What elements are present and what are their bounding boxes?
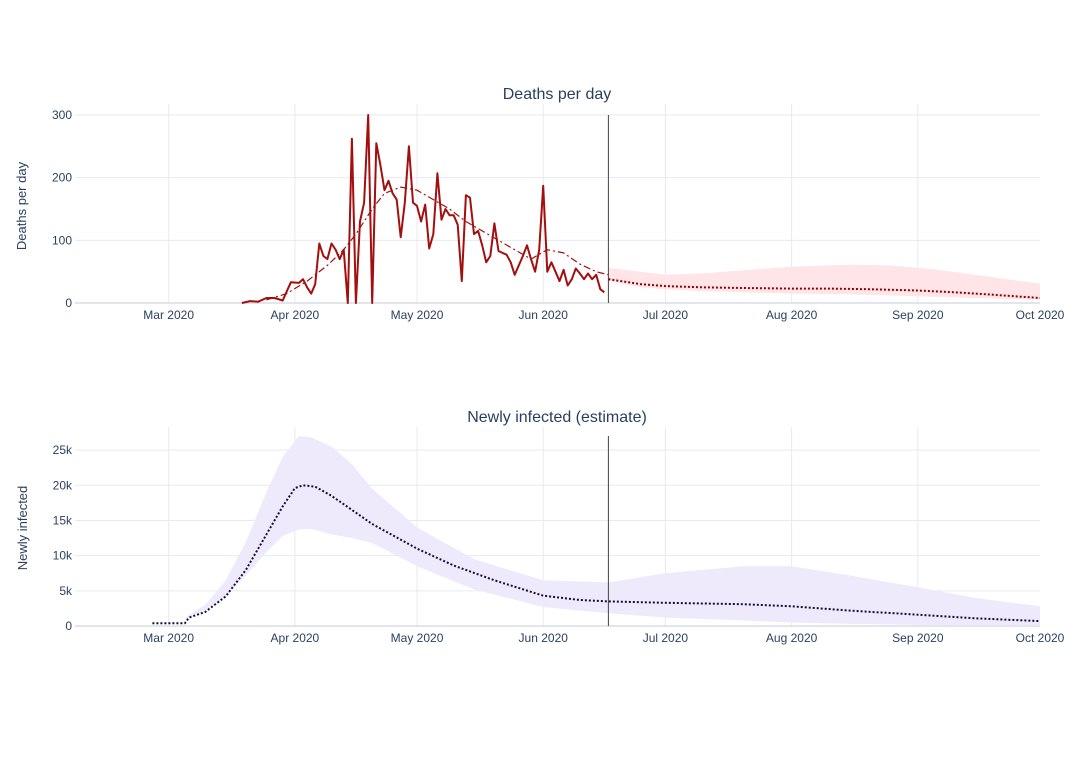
x-tick-label: Mar 2020 [143, 631, 194, 645]
x-tick-label: Aug 2020 [766, 631, 818, 645]
y-axis-title-deaths: Deaths per day [14, 161, 29, 250]
y-tick-label: 10k [53, 549, 73, 563]
ticks-deaths: Mar 2020 Apr 2020 May 2020 Jun 2020 Jul 2020… [52, 108, 1065, 322]
x-tick-label: Aug 2020 [766, 308, 818, 322]
deaths-trend-line [266, 186, 609, 301]
band-infected [184, 436, 1040, 626]
daily-deaths-line [241, 114, 605, 304]
deaths-forecast-line [608, 278, 1041, 299]
y-tick-label: 5k [59, 584, 73, 598]
grid-deaths [75, 104, 1040, 304]
x-tick-label: Jun 2020 [519, 308, 569, 322]
y-tick-label: 15k [53, 513, 73, 527]
x-tick-label: Oct 2020 [1016, 631, 1065, 645]
uncertainty-band [608, 264, 1040, 300]
newly-infected-chart: Newly infected (estimate) Newly infected… [15, 409, 1065, 645]
y-axis-title-infected: Newly infected [15, 486, 30, 571]
band-deaths [608, 264, 1040, 300]
x-tick-label: Apr 2020 [271, 631, 320, 645]
y-tick-label: 300 [52, 108, 72, 122]
x-tick-label: Jun 2020 [519, 631, 569, 645]
x-tick-label: Jul 2020 [643, 308, 689, 322]
x-tick-label: Oct 2020 [1016, 308, 1065, 322]
series-infected [152, 436, 1041, 626]
y-tick-label: 0 [65, 296, 72, 310]
y-tick-label: 0 [65, 619, 72, 633]
ticks-infected: Mar 2020 Apr 2020 May 2020 Jun 2020 Jul 2020… [53, 443, 1065, 645]
x-tick-label: May 2020 [391, 631, 444, 645]
x-tick-label: Apr 2020 [271, 308, 320, 322]
chart-title-infected: Newly infected (estimate) [467, 409, 647, 426]
chart-title-deaths: Deaths per day [503, 86, 612, 103]
infected-estimate-line [152, 484, 1041, 625]
deaths-per-day-chart: Deaths per day Deaths per day Mar 2020 Ap… [14, 86, 1065, 322]
x-tick-label: Sep 2020 [892, 631, 944, 645]
x-tick-label: Jul 2020 [643, 631, 689, 645]
y-tick-label: 25k [53, 443, 73, 457]
uncertainty-band [184, 436, 1040, 626]
x-tick-label: May 2020 [391, 308, 444, 322]
series-deaths [241, 114, 1041, 304]
x-tick-label: Mar 2020 [143, 308, 194, 322]
y-tick-label: 20k [53, 478, 73, 492]
y-tick-label: 200 [52, 171, 72, 185]
y-tick-label: 100 [52, 233, 72, 247]
x-tick-label: Sep 2020 [892, 308, 944, 322]
